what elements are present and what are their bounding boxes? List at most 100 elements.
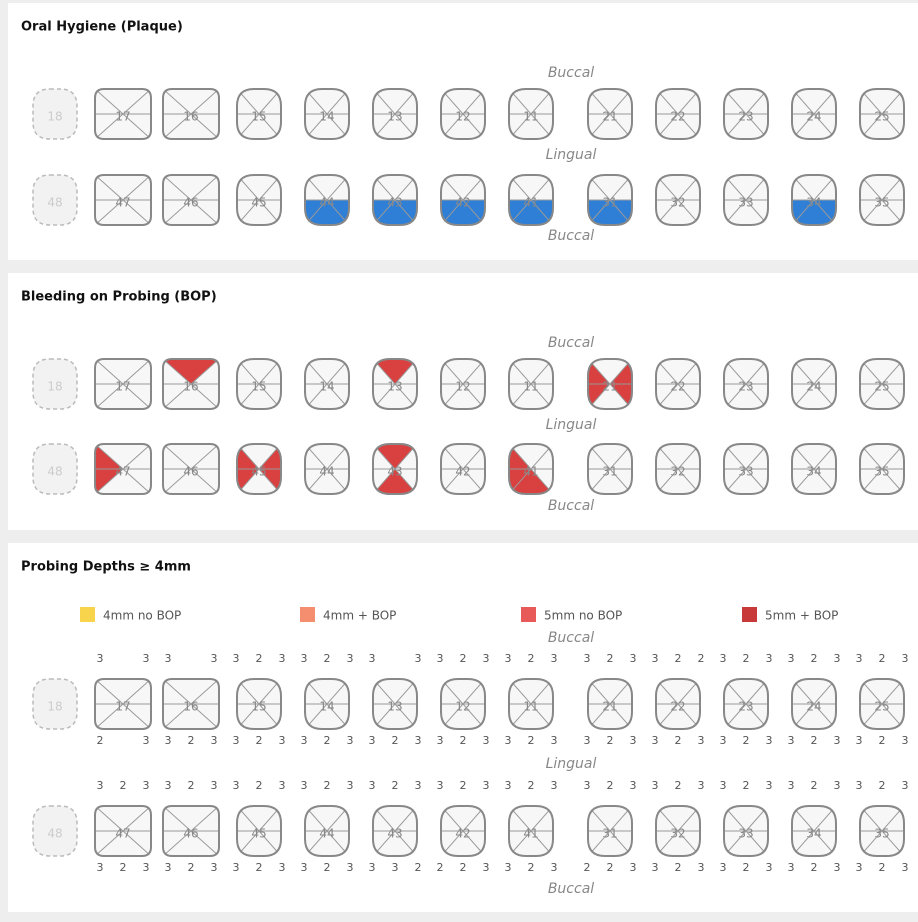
tooth-number: 16 — [183, 700, 198, 714]
tooth-number: 11 — [523, 110, 538, 124]
tooth: 22 — [655, 358, 701, 410]
tooth: 25 — [859, 678, 905, 730]
probing-depth: 2 — [607, 652, 614, 665]
legend-swatch — [742, 607, 757, 622]
tooth-number: 23 — [738, 110, 753, 124]
probing-depth: 2 — [811, 652, 818, 665]
probing-depth: 2 — [675, 652, 682, 665]
tooth-outline — [94, 358, 152, 410]
probing-depth: 3 — [505, 652, 512, 665]
tooth-outline — [162, 443, 220, 495]
probing-depth: 2 — [460, 734, 467, 747]
tooth-number: 17 — [115, 380, 130, 394]
tooth: 46 — [162, 443, 220, 495]
probing-depth: 3 — [143, 734, 150, 747]
probing-depth: 3 — [505, 734, 512, 747]
tooth-number: 33 — [738, 827, 753, 841]
probing-depth: 3 — [279, 861, 286, 874]
tooth-outline — [859, 358, 905, 410]
tooth-number: 32 — [670, 465, 685, 479]
probing-depth: 3 — [720, 861, 727, 874]
probing-depth: 2 — [879, 652, 886, 665]
bop-fill — [509, 469, 553, 494]
probing-depth: 2 — [437, 861, 444, 874]
tooth-outline — [587, 88, 633, 140]
probing-depth: 3 — [483, 779, 490, 792]
tooth-number: 48 — [47, 465, 62, 479]
side-label: Lingual — [546, 756, 597, 772]
probing-depth: 3 — [630, 861, 637, 874]
tooth-outline — [791, 88, 837, 140]
tooth-outline — [372, 678, 418, 730]
probing-depth: 3 — [143, 652, 150, 665]
probing-depth: 3 — [97, 861, 104, 874]
probing-depth: 3 — [551, 652, 558, 665]
tooth: 48 — [32, 805, 78, 857]
tooth-number: 12 — [455, 380, 470, 394]
tooth-outline — [655, 358, 701, 410]
probing-depth: 3 — [97, 652, 104, 665]
tooth-number: 45 — [251, 465, 266, 479]
probing-depth: 2 — [120, 779, 127, 792]
probing-depth: 2 — [324, 861, 331, 874]
tooth-outline — [162, 358, 220, 410]
tooth-outline — [859, 678, 905, 730]
tooth: 32 — [655, 443, 701, 495]
probing-depth: 2 — [698, 652, 705, 665]
probing-depth: 3 — [788, 861, 795, 874]
tooth: 35 — [859, 443, 905, 495]
probing-depth: 2 — [811, 779, 818, 792]
tooth-outline — [859, 805, 905, 857]
probing-depth: 3 — [165, 779, 172, 792]
probing-depth: 2 — [879, 861, 886, 874]
probing-depth: 2 — [675, 734, 682, 747]
tooth-outline — [859, 443, 905, 495]
tooth-number: 13 — [387, 700, 402, 714]
tooth-outline — [372, 174, 418, 226]
tooth: 34 — [791, 443, 837, 495]
tooth: 17 — [94, 358, 152, 410]
tooth: 22 — [655, 88, 701, 140]
probing-depth: 2 — [460, 652, 467, 665]
tooth-outline — [655, 443, 701, 495]
tooth: 44 — [304, 805, 350, 857]
tooth: 23 — [723, 88, 769, 140]
probing-depth: 2 — [324, 652, 331, 665]
probing-depth: 3 — [233, 652, 240, 665]
tooth-outline — [723, 88, 769, 140]
tooth-number: 42 — [455, 196, 470, 210]
probing-depth: 3 — [165, 861, 172, 874]
probing-depth: 2 — [120, 861, 127, 874]
tooth: 14 — [304, 678, 350, 730]
tooth-outline — [236, 174, 282, 226]
tooth: 16 — [162, 678, 220, 730]
side-label: Buccal — [548, 498, 594, 514]
probing-depth: 3 — [652, 779, 659, 792]
tooth: 32 — [655, 174, 701, 226]
probing-depth: 3 — [834, 861, 841, 874]
probing-depth: 3 — [369, 652, 376, 665]
missing-tooth — [32, 174, 78, 226]
tooth-number: 41 — [523, 196, 538, 210]
probing-depth: 2 — [811, 861, 818, 874]
legend-swatch — [80, 607, 95, 622]
tooth-number: 32 — [670, 196, 685, 210]
tooth-outline — [859, 88, 905, 140]
legend-swatch — [300, 607, 315, 622]
tooth: 14 — [304, 358, 350, 410]
tooth-outline — [587, 358, 633, 410]
probing-depth: 2 — [607, 734, 614, 747]
tooth: 25 — [859, 88, 905, 140]
side-label: Buccal — [548, 65, 594, 81]
probing-depth: 2 — [743, 734, 750, 747]
probing-depth: 3 — [630, 652, 637, 665]
tooth-outline — [655, 174, 701, 226]
tooth: 15 — [236, 678, 282, 730]
probing-depth: 3 — [165, 734, 172, 747]
missing-tooth — [32, 88, 78, 140]
side-label: Lingual — [546, 147, 597, 163]
tooth: 33 — [723, 443, 769, 495]
probing-depth: 3 — [584, 652, 591, 665]
probing-depth: 3 — [584, 734, 591, 747]
tooth: 42 — [440, 805, 486, 857]
